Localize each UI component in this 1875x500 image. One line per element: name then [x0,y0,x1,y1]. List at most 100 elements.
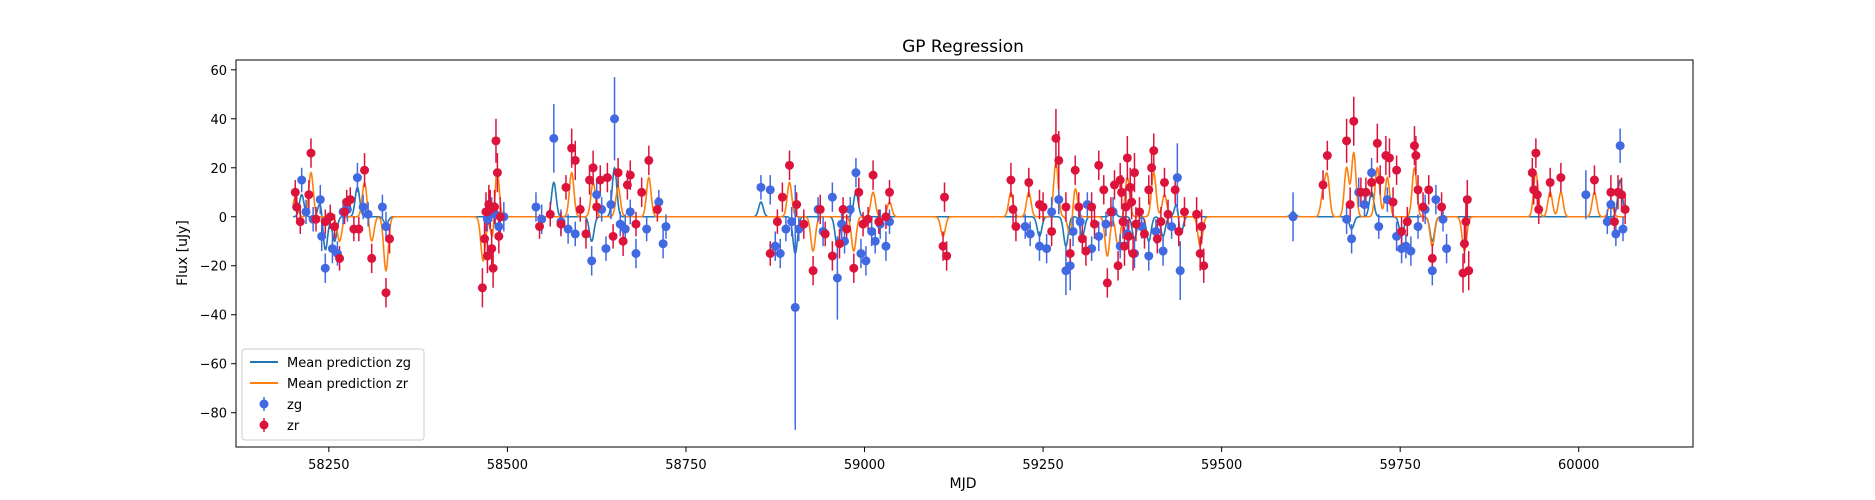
zr-data-point [618,236,628,246]
zr-data-point [1606,187,1616,197]
zr-data-point [490,202,500,212]
zr-data-point [385,234,395,244]
zg-data-point [297,175,307,185]
zg-data-point [1167,222,1177,232]
zr-data-point [1087,202,1097,212]
zg-data-point [482,214,492,224]
zr-data-point [838,204,848,214]
zr-data-point [1170,185,1180,195]
zr-data-point [1117,187,1127,197]
zr-data-point [1134,207,1144,217]
y-tick-label: −60 [200,358,227,373]
y-tick-label: 20 [210,162,227,177]
zr-data-point [792,200,802,210]
zr-data-point [1402,217,1412,227]
zg-data-point [1431,195,1441,205]
zr-data-point [602,173,612,183]
zg-data-point [851,168,861,178]
zr-data-point [494,231,504,241]
zr-data-point [1192,209,1202,219]
zg-data-point [549,133,559,143]
zr-data-point [295,217,305,227]
zg-data-point [631,249,641,258]
legend-label-zr-line: Mean prediction zr [287,377,409,392]
zr-data-point [863,214,873,224]
zr-data-point [1070,165,1080,175]
zg-data-point [1158,246,1168,256]
zr-data-point [335,253,345,263]
zr-data-point [644,155,654,165]
chart-title: GP Regression [902,37,1024,57]
zr-data-point [1534,204,1544,214]
mean-prediction-zr-line [292,150,1626,273]
zr-data-point [354,224,364,234]
zg-data-point [1347,234,1357,244]
zr-data-point [1461,217,1471,227]
y-axis: −80 −60 −40 −20 0 20 40 60 [200,64,236,422]
zr-data-point [290,187,300,197]
zr-data-point [1532,190,1542,200]
zg-data-point [494,222,504,232]
zr-data-point [849,263,859,273]
zr-data-point [842,224,852,234]
zr-data-point [938,241,948,251]
x-tick-label: 58750 [665,458,706,473]
zg-data-point [1025,229,1035,239]
zr-data-point [940,192,950,202]
zg-data-point [827,192,837,202]
zr-data-point [482,251,492,261]
zr-data-point [885,187,895,197]
zg-data-point [1034,241,1044,251]
zr-data-point [1159,177,1169,187]
zr-data-point [1124,231,1134,241]
zr-data-point [535,222,545,232]
zr-data-point [292,202,302,212]
zr-data-point [622,180,632,190]
zg-data-point [381,222,391,232]
zg-data-point [1374,222,1384,232]
zr-data-point [1179,207,1189,217]
zr-data-point [1081,246,1091,256]
zr-data-point [311,214,321,224]
zg-data-point [1047,207,1057,217]
zr-data-point [592,202,602,212]
zg-data-point [1101,219,1111,229]
zg-data-point [1581,190,1591,200]
zg-data-point [610,114,620,124]
x-tick-label: 58500 [487,458,528,473]
zg-data-point [1075,217,1085,227]
y-axis-label: Flux [uJy] [175,220,191,286]
zr-data-point [488,263,498,273]
zr-data-point [545,209,555,219]
zg-data-point [1042,244,1052,254]
zr-data-point [1361,187,1371,197]
zr-data-point [1163,209,1173,219]
zr-data-point [827,251,837,261]
zg-data-point [1359,200,1369,210]
zr-data-point [799,219,809,229]
zr-data-point [1345,200,1355,210]
zr-data-point [581,229,591,239]
zg-data-point [1442,244,1452,254]
y-tick-label: −40 [200,309,227,324]
zr-data-point [1589,175,1599,185]
legend-label-zg-line: Mean prediction zg [287,356,411,371]
zr-data-point [1322,151,1332,161]
zg-data-point [317,231,327,241]
zr-data-point [360,165,370,175]
zr-data-point [777,192,787,202]
zr-data-point [1545,177,1555,187]
zr-data-point [304,190,314,200]
zg-data-point [1094,231,1104,241]
zg-data-point [1615,141,1625,151]
zg-data-point [531,202,541,212]
zr-data-point [1388,197,1398,207]
zr-data-point [477,283,487,293]
zr-data-point [1620,204,1630,214]
zg-data-point [1606,200,1616,210]
y-tick-label: 60 [210,64,227,79]
zr-data-point [631,219,641,229]
zr-data-point [1131,219,1141,229]
zg-data-point [1413,222,1423,232]
zg-data-point [1406,246,1416,256]
